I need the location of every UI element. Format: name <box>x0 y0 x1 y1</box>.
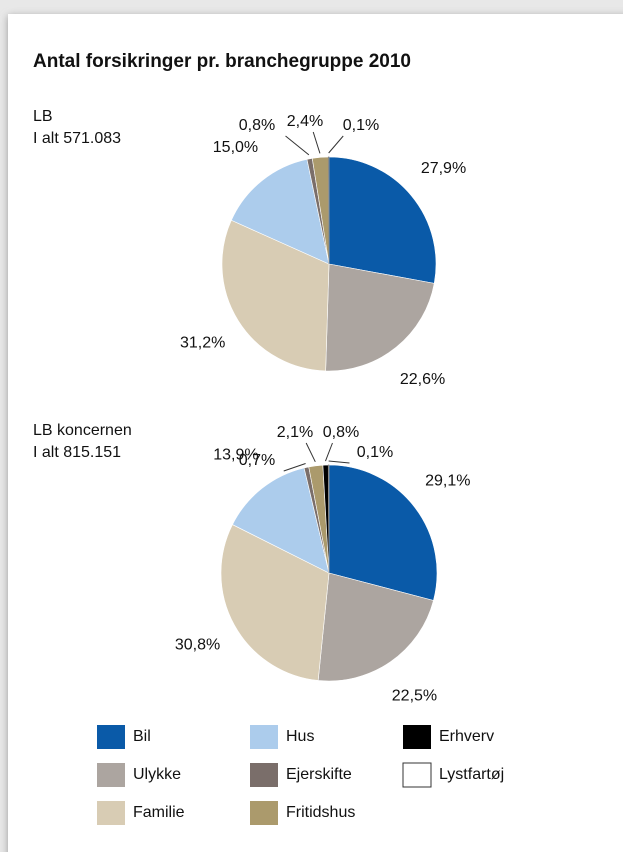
leader-line <box>328 135 344 154</box>
subtitle: LB <box>33 108 53 125</box>
legend-swatch <box>97 801 125 825</box>
legend-label: Fritidshus <box>286 804 355 821</box>
legend-swatch <box>402 762 432 788</box>
subtitle: LB koncernen <box>33 422 132 439</box>
legend-swatch <box>250 801 278 825</box>
card <box>8 14 623 852</box>
pie-slice <box>230 158 330 265</box>
leader-line <box>305 442 316 463</box>
leader-line <box>325 442 333 462</box>
pie-slice <box>328 464 438 601</box>
value-label: 29,1% <box>425 473 470 490</box>
pie-slice <box>317 572 434 682</box>
value-label: 0,1% <box>343 117 379 134</box>
legend-label: Hus <box>286 728 314 745</box>
legend-swatch <box>403 725 431 749</box>
value-label: 0,1% <box>357 444 393 461</box>
legend-label: Bil <box>133 728 151 745</box>
value-label: 0,8% <box>323 424 359 441</box>
leader-line <box>283 462 306 472</box>
subtitle: I alt 815.151 <box>33 444 121 461</box>
leader-line <box>285 135 310 156</box>
legend-swatch <box>97 763 125 787</box>
value-label: 30,8% <box>175 636 220 653</box>
value-label: 31,2% <box>180 334 225 351</box>
legend-swatch <box>97 725 125 749</box>
legend-label: Ejerskifte <box>286 766 352 783</box>
value-label: 22,5% <box>392 687 437 704</box>
value-label: 2,1% <box>277 424 313 441</box>
value-label: 13,9% <box>213 447 258 464</box>
value-label: 15,0% <box>213 139 258 156</box>
value-label: 0,8% <box>239 117 275 134</box>
legend-label: Erhverv <box>439 728 494 745</box>
leader-line <box>312 131 321 154</box>
pie-slice <box>220 524 330 681</box>
subtitle: I alt 571.083 <box>33 130 121 147</box>
pie-slice <box>221 219 330 372</box>
value-label: 27,9% <box>421 160 466 177</box>
value-label: 0,7% <box>239 452 275 469</box>
chart-title: Antal forsikringer pr. branchegruppe 201… <box>33 51 411 72</box>
value-label: 2,4% <box>287 113 323 130</box>
legend-label: Familie <box>133 804 185 821</box>
value-label: 22,6% <box>400 371 445 388</box>
legend-swatch <box>250 725 278 749</box>
legend-swatch <box>250 763 278 787</box>
pie-slice <box>327 156 330 265</box>
pie-slice <box>328 156 437 284</box>
pie-slice <box>327 464 330 574</box>
legend-label: Ulykke <box>133 766 181 783</box>
legend-label: Lystfartøj <box>439 766 504 783</box>
pie-slice <box>325 263 435 372</box>
pie-slice <box>232 467 330 574</box>
leader-line <box>328 460 350 464</box>
